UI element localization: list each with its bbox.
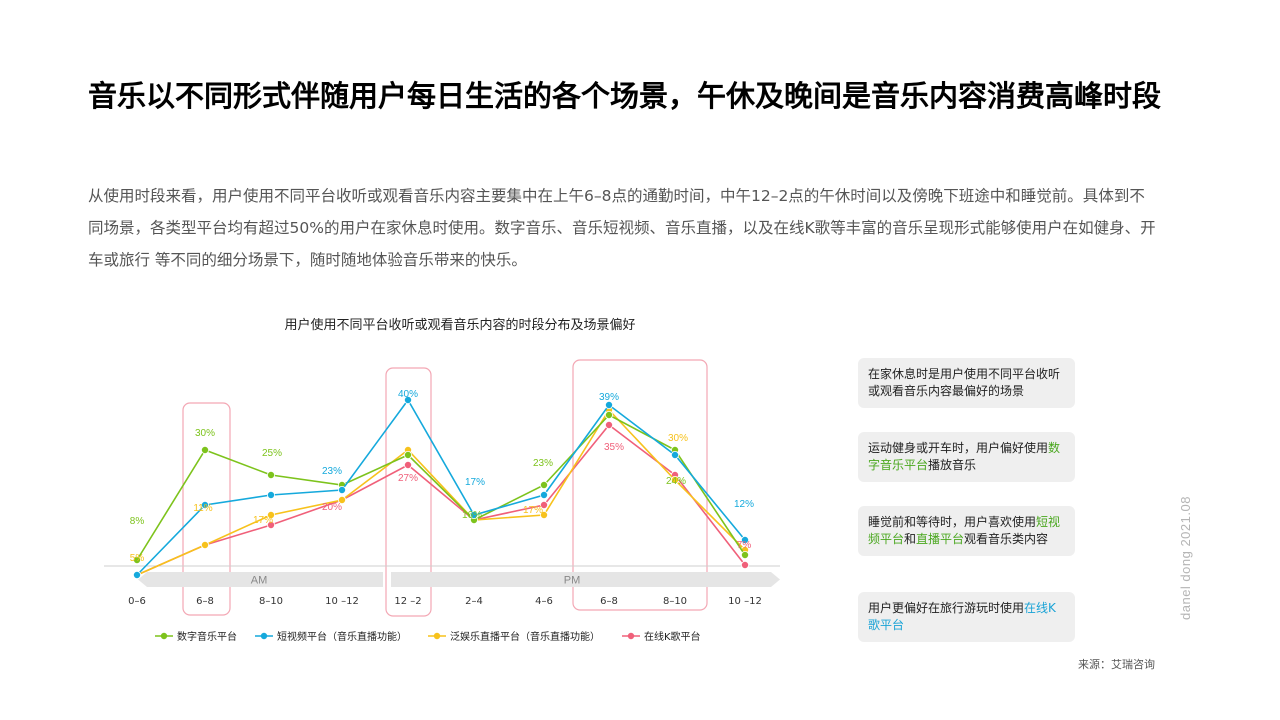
data-point	[337, 495, 346, 504]
data-point	[605, 410, 614, 419]
series-line	[136, 398, 746, 576]
data-label: 40%	[398, 389, 418, 400]
data-point	[671, 450, 680, 459]
highlight-period-box	[572, 359, 708, 611]
legend-swatch-dot	[433, 632, 441, 640]
x-tick-label: 8–10	[259, 596, 283, 607]
series-line	[136, 408, 746, 576]
page-title: 音乐以不同形式伴随用户每日生活的各个场景，午休及晚间是音乐内容消费高峰时段	[88, 79, 1162, 113]
data-point	[266, 510, 275, 519]
data-point	[266, 470, 275, 479]
data-point	[540, 510, 549, 519]
data-label: 35%	[604, 442, 624, 453]
series-line	[136, 414, 746, 561]
data-label: 17%	[465, 477, 485, 488]
data-label: 24%	[666, 476, 686, 487]
data-label: 30%	[195, 428, 215, 439]
data-point	[605, 400, 614, 409]
data-point	[741, 536, 750, 545]
callout-text: 在家休息时是用户使用不同平台收听或观看音乐内容最偏好的场景	[868, 367, 1061, 398]
x-tick-label: 0–6	[128, 596, 146, 607]
x-tick-label: 8–10	[663, 596, 687, 607]
data-label: 39%	[599, 392, 619, 403]
legend-label: 短视频平台（音乐直播功能）	[277, 630, 407, 643]
x-tick-label: 6–8	[196, 596, 214, 607]
legend-swatch-dot	[627, 632, 635, 640]
data-point	[540, 500, 549, 509]
pm-label: PM	[564, 575, 581, 587]
legend-label: 数字音乐平台	[177, 630, 237, 643]
x-tick-label: 6–8	[600, 596, 618, 607]
callout-text: 睡觉前和等待时，用户喜欢使用	[868, 515, 1037, 529]
legend-swatch-dot	[260, 632, 268, 640]
data-point	[266, 521, 275, 530]
callout-text: 和	[904, 532, 917, 546]
data-point	[403, 450, 412, 459]
data-label: 5%	[130, 553, 145, 564]
data-point	[132, 556, 141, 565]
data-label: 27%	[398, 473, 418, 484]
chart-title: 用户使用不同平台收听或观看音乐内容的时段分布及场景偏好	[284, 318, 636, 333]
callout-workout-driving: 运动健身或开车时，用户偏好使用数字音乐平台播放音乐	[858, 432, 1075, 482]
data-label: 17%	[523, 505, 543, 516]
highlight-period-box	[182, 402, 231, 616]
source-note: 来源：艾瑞咨询	[1078, 658, 1155, 671]
data-label: 23%	[322, 466, 342, 477]
data-point	[403, 395, 412, 404]
legend-label: 在线K歌平台	[644, 630, 701, 643]
data-label: 11%	[193, 503, 212, 514]
watermark: danel dong 2021.08	[1178, 496, 1193, 620]
data-label: 12%	[734, 499, 754, 510]
data-label: 20%	[322, 502, 342, 513]
data-label: 23%	[533, 458, 553, 469]
data-point	[200, 500, 209, 509]
x-tick-label: 4–6	[535, 596, 553, 607]
data-point	[132, 571, 141, 580]
am-band	[138, 572, 383, 587]
x-tick-label: 10 –12	[728, 596, 762, 607]
am-label: AM	[251, 575, 268, 587]
data-label: 16%	[462, 510, 482, 521]
legend-label: 泛娱乐直播平台（音乐直播功能）	[450, 630, 600, 643]
highlight-period-box	[385, 367, 432, 617]
callout-text: 观看音乐类内容	[964, 532, 1049, 546]
series-line	[136, 423, 746, 576]
data-point	[469, 510, 478, 519]
callout-highlight: 直播平台	[916, 532, 965, 546]
callout-text: 播放音乐	[928, 458, 977, 472]
data-point	[266, 490, 275, 499]
data-label: 25%	[262, 448, 282, 459]
data-point	[540, 490, 549, 499]
x-tick-label: 10 –12	[325, 596, 359, 607]
pm-band	[391, 572, 780, 587]
data-point	[671, 475, 680, 484]
data-label: 7%	[737, 540, 752, 551]
data-point	[200, 445, 209, 454]
callout-travel: 用户更偏好在旅行游玩时使用在线K歌平台	[858, 592, 1075, 642]
data-label: 17%	[253, 515, 273, 526]
callout-highlight: 在线K歌平台	[868, 601, 1056, 632]
data-point	[200, 541, 209, 550]
data-point	[337, 485, 346, 494]
page-description: 从使用时段来看，用户使用不同平台收听或观看音乐内容主要集中在上午6–8点的通勤时…	[88, 187, 1156, 269]
callout-text: 运动健身或开车时，用户偏好使用	[868, 441, 1049, 455]
x-tick-label: 2–4	[465, 596, 483, 607]
callout-highlight: 数字音乐平台	[868, 441, 1061, 472]
callout-highlight: 短视频平台	[868, 515, 1061, 546]
x-tick-label: 12 –2	[394, 596, 421, 607]
data-label: 8%	[130, 516, 145, 527]
callout-bedtime-waiting: 睡觉前和等待时，用户喜欢使用短视频平台和直播平台观看音乐类内容	[858, 506, 1075, 556]
data-point	[605, 420, 614, 429]
data-point	[540, 480, 549, 489]
legend-swatch-dot	[160, 632, 168, 640]
data-point	[741, 561, 750, 570]
data-point	[403, 460, 412, 469]
data-point	[741, 551, 750, 560]
line-chart: AM PM 0–6 6–8 8–10 10 –12 12 –2 2–4 4–6 6–8 8–10 10…	[104, 359, 780, 643]
data-label: 30%	[668, 433, 688, 444]
callout-text: 用户更偏好在旅行游玩时使用	[868, 601, 1025, 615]
callout-home: 在家休息时是用户使用不同平台收听或观看音乐内容最偏好的场景	[858, 358, 1075, 408]
